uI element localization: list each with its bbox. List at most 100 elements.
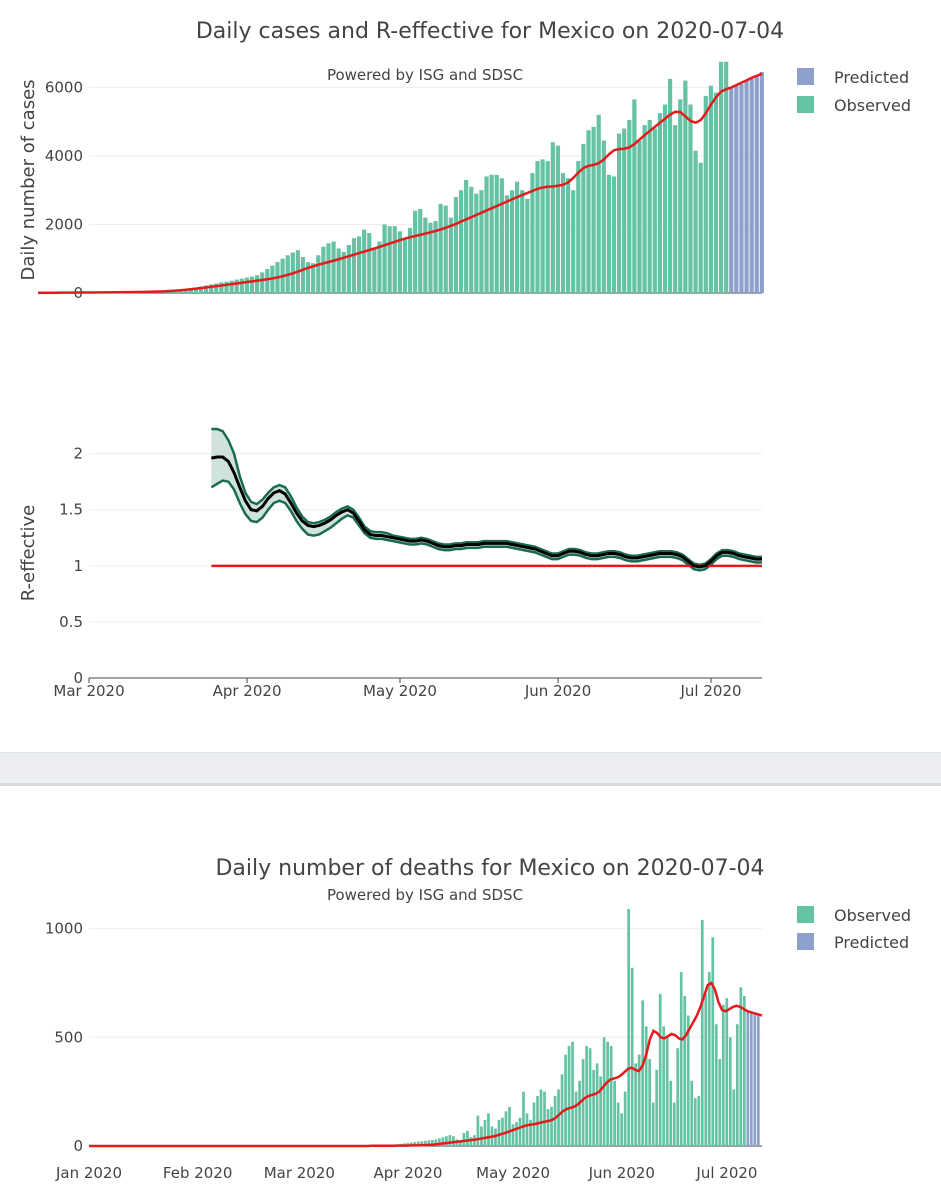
deaths-observed-bar[interactable] [672,1102,676,1146]
cases-predicted-bar[interactable] [734,85,739,293]
deaths-observed-bar[interactable] [550,1106,553,1146]
cases-observed-bar[interactable] [397,231,402,293]
cases-observed-bar[interactable] [372,248,377,293]
deaths-observed-bar[interactable] [522,1091,525,1146]
deaths-observed-bar[interactable] [427,1140,431,1146]
deaths-observed-bar[interactable] [494,1128,497,1146]
cases-observed-bar[interactable] [204,285,209,293]
deaths-predicted-bar[interactable] [746,1011,750,1146]
deaths-observed-bar[interactable] [487,1113,490,1146]
cases-observed-bar[interactable] [606,174,611,293]
cases-observed-bar[interactable] [387,226,392,293]
cases-observed-bar[interactable] [392,226,397,293]
cases-predicted-bar[interactable] [759,71,764,293]
deaths-predicted-bar[interactable] [753,1014,757,1146]
cases-predicted-bar[interactable] [744,80,749,293]
cases-observed-bar[interactable] [413,210,418,293]
legend-predicted-swatch[interactable] [797,68,814,85]
cases-observed-bar[interactable] [586,130,591,293]
cases-observed-bar[interactable] [448,217,453,293]
deaths-observed-bar[interactable] [466,1130,469,1146]
cases-observed-bar[interactable] [703,95,708,294]
cases-observed-bar[interactable] [683,80,688,293]
cases-observed-bar[interactable] [601,140,606,293]
cases-observed-bar[interactable] [698,162,703,293]
deaths-observed-bar[interactable] [658,993,662,1146]
deaths-observed-bar[interactable] [606,1041,609,1146]
cases-observed-bar[interactable] [402,238,408,293]
deaths-observed-bar[interactable] [662,1026,666,1146]
cases-observed-bar[interactable] [356,236,362,293]
cases-observed-bar[interactable] [560,173,566,293]
cases-observed-bar[interactable] [382,224,387,293]
cases-observed-bar[interactable] [433,221,438,293]
deaths-observed-bar[interactable] [641,1000,645,1146]
deaths-observed-bar[interactable] [623,1091,627,1146]
deaths-observed-bar[interactable] [560,1074,564,1146]
cases-observed-bar[interactable] [591,126,596,293]
deaths-observed-bar[interactable] [546,1109,550,1146]
cases-observed-bar[interactable] [265,269,270,293]
cases-observed-bar[interactable] [499,178,504,293]
cases-observed-bar[interactable] [571,190,576,293]
cases-observed-bar[interactable] [581,143,586,293]
deaths-observed-bar[interactable] [518,1117,522,1146]
cases-observed-bar[interactable] [611,176,617,294]
deaths-observed-bar[interactable] [630,967,634,1146]
deaths-observed-bar[interactable] [420,1141,424,1146]
deaths-observed-bar[interactable] [718,1059,722,1146]
deaths-observed-bar[interactable] [448,1135,452,1146]
deaths-observed-bar[interactable] [686,1015,690,1146]
deaths-observed-bar[interactable] [525,1113,529,1146]
deaths-observed-bar[interactable] [543,1091,546,1146]
cases-observed-bar[interactable] [193,287,199,293]
cases-observed-bar[interactable] [642,125,647,294]
deaths-observed-bar[interactable] [476,1115,480,1146]
cases-observed-bar[interactable] [346,245,351,293]
cases-observed-bar[interactable] [321,246,326,293]
deaths-observed-bar[interactable] [634,1063,638,1146]
cases-observed-bar[interactable] [305,262,311,293]
cases-observed-bar[interactable] [616,133,622,293]
cases-observed-bar[interactable] [311,263,316,293]
deaths-observed-bar[interactable] [721,1004,725,1146]
cases-observed-bar[interactable] [667,78,673,294]
cases-observed-bar[interactable] [458,190,464,293]
deaths-observed-bar[interactable] [508,1106,511,1146]
cases-observed-bar[interactable] [713,92,719,293]
cases-observed-bar[interactable] [484,176,489,294]
cases-observed-bar[interactable] [234,279,239,293]
legend-observed-swatch[interactable] [797,96,814,113]
cases-observed-bar[interactable] [224,281,229,293]
cases-predicted-bar[interactable] [739,83,744,293]
deaths-observed-bar[interactable] [592,1069,595,1146]
deaths-observed-bar[interactable] [574,1091,578,1146]
cases-observed-bar[interactable] [255,275,260,293]
cases-observed-bar[interactable] [367,233,372,293]
deaths-observed-bar[interactable] [609,1046,613,1146]
deaths-trend-line[interactable] [89,981,763,1148]
deaths-observed-bar[interactable] [627,909,631,1146]
deaths-observed-bar[interactable] [644,1026,648,1146]
deaths-observed-bar[interactable] [529,1119,532,1146]
cases-legend[interactable]: Predicted Observed [797,68,911,115]
cases-predicted-bar[interactable] [729,87,734,293]
cases-observed-bar[interactable] [489,174,494,293]
deaths-observed-bar[interactable] [707,972,711,1146]
deaths-observed-bar[interactable] [725,998,729,1146]
cases-observed-bar[interactable] [453,197,459,293]
deaths-observed-bar[interactable] [441,1137,445,1146]
cases-observed-bar[interactable] [566,178,571,293]
deaths-observed-bar[interactable] [438,1138,441,1146]
cases-observed-bar[interactable] [693,150,698,293]
cases-observed-bar[interactable] [494,174,499,293]
deaths-observed-bar[interactable] [599,1076,602,1146]
deaths-observed-bar[interactable] [648,1059,652,1146]
cases-observed-bar[interactable] [535,161,540,293]
deaths-observed-bar[interactable] [581,1059,585,1146]
cases-observed-bar[interactable] [377,241,382,293]
deaths-observed-bar[interactable] [602,1037,606,1146]
cases-observed-bar[interactable] [464,179,469,293]
deaths-observed-bar[interactable] [578,1080,581,1146]
deaths-observed-bar[interactable] [459,1141,462,1146]
